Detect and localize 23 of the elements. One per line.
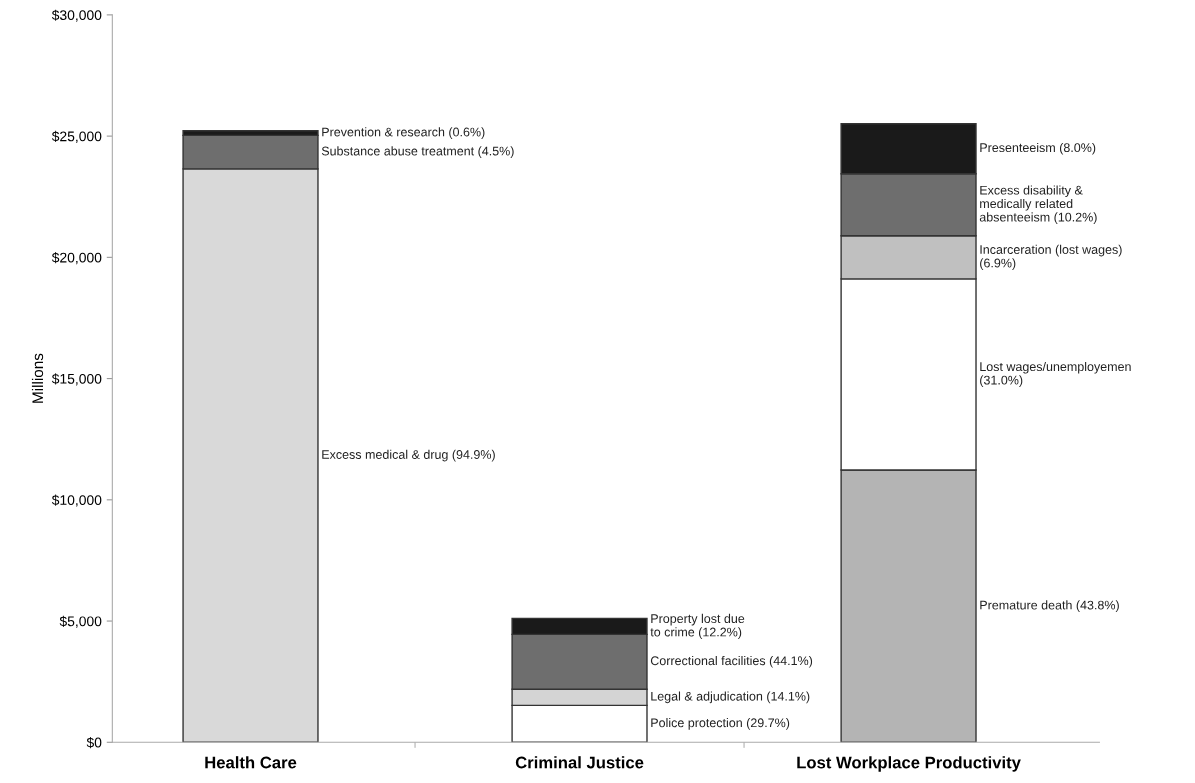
y-tick-label: $20,000 bbox=[51, 252, 102, 265]
series-label: Premature death (43.8%) bbox=[980, 600, 1119, 612]
x-tick-label: Criminal Justice bbox=[515, 756, 644, 769]
series-label: Lost wages/unemployemen (31.0%) bbox=[980, 361, 1131, 388]
y-tick-label: $10,000 bbox=[51, 494, 102, 507]
series-label: Presenteeism (8.0%) bbox=[980, 142, 1096, 155]
y-tick-label: $15,000 bbox=[51, 373, 102, 386]
series-label: Excess medical & drug (94.9%) bbox=[322, 449, 495, 462]
y-axis-title: Millions bbox=[31, 353, 44, 403]
y-tick-label: $25,000 bbox=[51, 130, 102, 143]
series-label: Property lost due to crime (12.2%) bbox=[650, 613, 745, 639]
series-label: Legal & adjudication (14.1%) bbox=[651, 691, 810, 704]
series-label: Police protection (29.7%) bbox=[651, 718, 790, 730]
y-tick-label: $0 bbox=[86, 737, 102, 749]
y-tick-label: $30,000 bbox=[51, 9, 102, 22]
series-label: Excess disability & medically related absenteeism (10.2%) bbox=[979, 185, 1097, 225]
series-label: Prevention & research (0.6%) bbox=[322, 127, 485, 139]
x-tick-label: Health Care bbox=[205, 756, 297, 769]
x-tick-label: Lost Workplace Productivity bbox=[797, 756, 1021, 772]
series-label: Correctional facilities (44.1%) bbox=[650, 655, 813, 668]
series-label: Incarceration (lost wages) (6.9%) bbox=[980, 244, 1122, 270]
y-tick-label: $5,000 bbox=[59, 615, 102, 628]
series-label: Substance abuse treatment (4.5%) bbox=[321, 146, 514, 158]
